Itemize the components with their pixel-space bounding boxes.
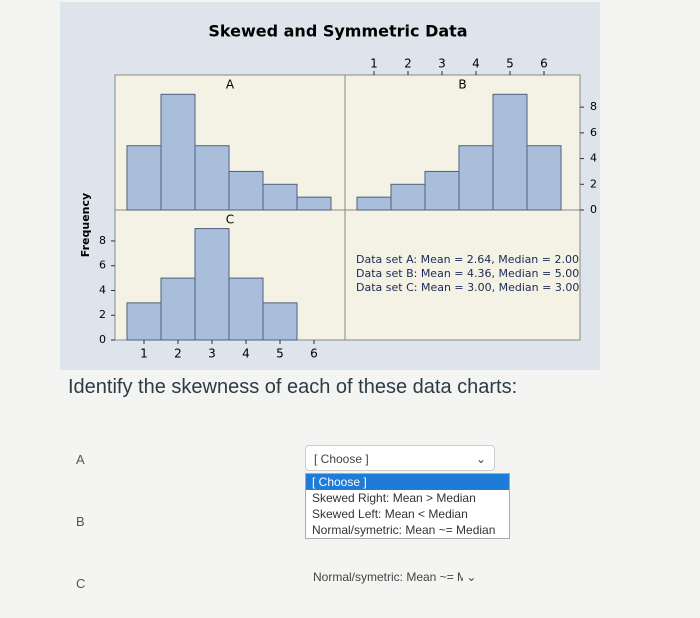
bar xyxy=(160,93,196,211)
chart-title: Skewed and Symmetric Data xyxy=(208,22,467,41)
y-tick-label: 4 xyxy=(99,283,106,296)
bar xyxy=(390,183,426,211)
y-tick-label: 6 xyxy=(590,126,597,139)
x-tick-label: 1 xyxy=(370,57,378,71)
bar xyxy=(526,145,562,211)
x-tick-label: 5 xyxy=(506,57,514,71)
y-tick-label: 0 xyxy=(590,203,597,216)
option[interactable]: [ Choose ] xyxy=(306,474,509,490)
bar xyxy=(228,170,264,211)
x-tick-label: 4 xyxy=(472,57,480,71)
x-tick-label: 6 xyxy=(540,57,548,71)
bar xyxy=(492,93,528,211)
bar xyxy=(228,277,264,341)
question: Identify the skewness of each of these d… xyxy=(68,376,518,398)
dropdown-list: [ Choose ] Skewed Right: Mean > Median S… xyxy=(305,473,510,539)
bar xyxy=(194,145,230,211)
x-tick-label: 4 xyxy=(242,347,250,361)
bar xyxy=(424,170,460,211)
note: Data set C: Mean = 3.00, Median = 3.00 xyxy=(356,281,579,294)
bar xyxy=(194,228,230,341)
x-tick-label: 3 xyxy=(208,347,216,361)
item-label: B xyxy=(76,514,85,529)
panel xyxy=(344,209,581,341)
y-axis-label: Frequency xyxy=(79,193,92,257)
x-tick-label: 1 xyxy=(140,347,148,361)
dropdown-value: [ Choose ] xyxy=(314,452,369,466)
note: Data set A: Mean = 2.64, Median = 2.00 xyxy=(356,253,579,266)
panel-label: B xyxy=(458,78,466,92)
chevron: ⌄ xyxy=(475,452,486,466)
x-tick-label: 5 xyxy=(276,347,284,361)
option[interactable]: Skewed Right: Mean > Median xyxy=(312,491,476,505)
x-tick-label: 2 xyxy=(174,347,182,361)
bar xyxy=(296,196,332,211)
bar xyxy=(356,196,392,211)
y-tick-label: 6 xyxy=(99,259,106,272)
dropdown[interactable]: [ Choose ] ⌄ xyxy=(305,445,495,471)
dropdown[interactable]: Normal/symetric: Mean ~= Median ⌄ xyxy=(313,570,477,584)
y-tick-label: 8 xyxy=(590,100,597,113)
y-tick-label: 0 xyxy=(99,333,106,346)
y-tick-label: 4 xyxy=(590,152,597,165)
option[interactable]: Normal/symetric: Mean ~= Median xyxy=(312,523,496,537)
x-tick-label: 6 xyxy=(310,347,318,361)
note: Data set B: Mean = 4.36, Median = 5.00 xyxy=(356,267,579,280)
bar xyxy=(262,302,298,341)
bar xyxy=(262,183,298,211)
dropdown-value: Normal/symetric: Mean ~= Median xyxy=(313,570,463,584)
y-tick-label: 2 xyxy=(590,177,597,190)
x-tick-label: 3 xyxy=(438,57,446,71)
bar xyxy=(160,277,196,341)
item-label: C xyxy=(76,576,86,591)
chart: Skewed and Symmetric Data Frequency A B C 1… xyxy=(60,2,600,370)
bar xyxy=(458,145,494,211)
x-tick-label: 2 xyxy=(404,57,412,71)
option[interactable]: Skewed Left: Mean < Median xyxy=(312,507,468,521)
bar xyxy=(126,302,162,341)
item-label: A xyxy=(76,452,85,467)
panel-label: C xyxy=(226,213,234,227)
y-tick-label: 2 xyxy=(99,308,106,321)
panel-label: A xyxy=(226,78,235,92)
bar xyxy=(126,145,162,211)
y-tick-label: 8 xyxy=(99,234,106,247)
